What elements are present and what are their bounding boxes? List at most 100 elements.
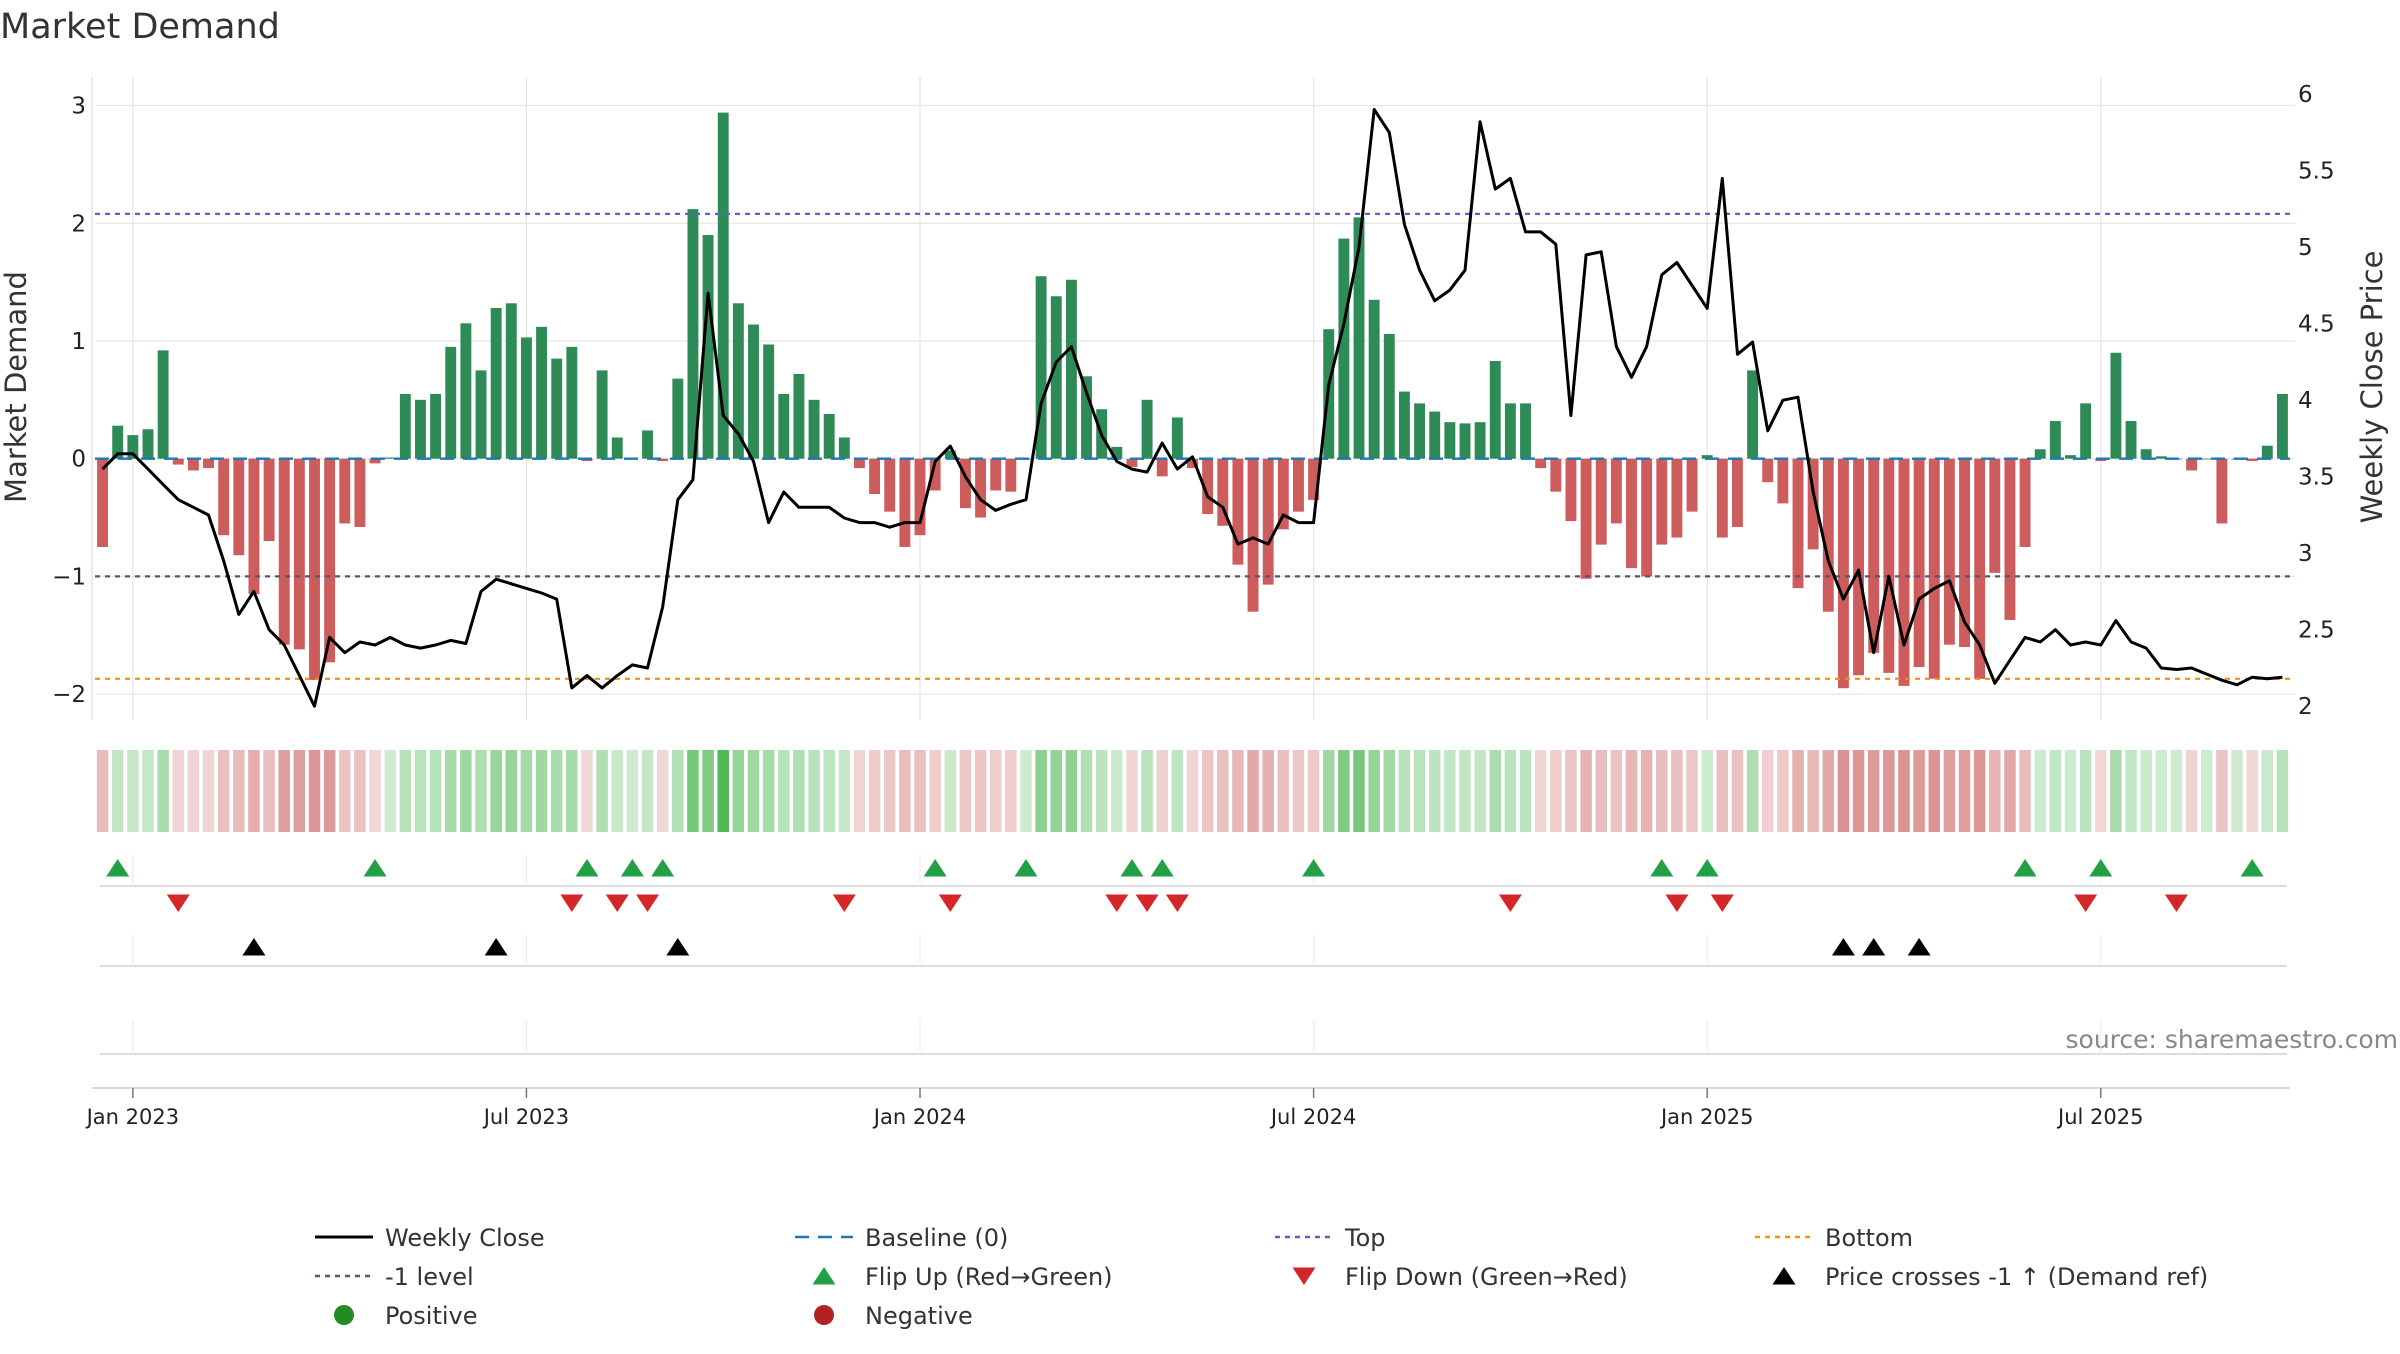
- demand-bar: [1398, 391, 1410, 459]
- flip-up-marker: [1650, 859, 1674, 877]
- demand-bar: [172, 458, 184, 465]
- heat-cell: [747, 750, 760, 832]
- chart-title: Market Demand: [0, 7, 280, 47]
- demand-bar: [1959, 458, 1970, 648]
- demand-bar: [642, 430, 653, 459]
- heat-cell: [929, 750, 941, 832]
- y-right-tick-label: 3.5: [2298, 465, 2335, 491]
- demand-bar: [2049, 421, 2061, 459]
- heat-cell: [2170, 750, 2183, 832]
- flip-up-marker: [1150, 859, 1174, 877]
- demand-bar: [2140, 449, 2152, 459]
- heat-cell: [96, 750, 109, 832]
- weekly-close-line: [101, 108, 2283, 708]
- demand-bar: [566, 346, 578, 459]
- heat-cell: [444, 750, 457, 832]
- heat-cell: [535, 750, 548, 832]
- heat-cell: [1640, 750, 1653, 832]
- demand-bar: [1928, 458, 1940, 679]
- heat-cell: [1186, 750, 1199, 832]
- heat-cell: [944, 750, 957, 832]
- flip-down-marker: [166, 894, 190, 912]
- demand-bar: [2125, 421, 2137, 459]
- demand-bar: [793, 373, 805, 459]
- demand-bar: [2034, 449, 2046, 459]
- demand-bar: [203, 458, 214, 469]
- heat-cell: [429, 750, 442, 832]
- legend-label-top: Top: [1344, 1224, 1386, 1252]
- heat-cell: [1262, 750, 1274, 832]
- demand-bar: [430, 393, 442, 459]
- demand-bar: [702, 235, 714, 459]
- heat-cell: [1716, 750, 1729, 832]
- flip-down-marker: [938, 894, 962, 912]
- flip-up-marker: [363, 859, 387, 877]
- demand-bar: [1247, 458, 1259, 612]
- demand-bar: [1626, 458, 1637, 569]
- demand-bar: [1005, 458, 1017, 492]
- heat-cell: [293, 750, 306, 832]
- heat-cell: [1731, 750, 1744, 832]
- heat-cell: [1020, 750, 1032, 832]
- heat-cell: [1368, 750, 1380, 832]
- heat-cell: [1338, 750, 1350, 832]
- heat-cell: [611, 750, 624, 832]
- demand-bar: [218, 458, 230, 536]
- heat-cell: [974, 750, 987, 832]
- demand-bar: [1429, 411, 1441, 459]
- heat-cell: [475, 750, 487, 832]
- demand-bar: [1883, 458, 1895, 673]
- heat-cell: [157, 750, 169, 832]
- legend-label-minus1: -1 level: [385, 1263, 474, 1291]
- heat-cell: [702, 750, 714, 832]
- heat-cell: [1761, 750, 1774, 832]
- demand-bar: [2216, 458, 2228, 524]
- demand-bar: [1035, 276, 1047, 459]
- heat-cell: [2064, 750, 2077, 832]
- legend-label-positive: Positive: [385, 1302, 478, 1330]
- demand-bar: [1580, 458, 1592, 579]
- demand-bar: [899, 458, 911, 547]
- heat-cell: [1322, 750, 1335, 832]
- legend-symbol-negative: [814, 1305, 834, 1325]
- demand-bar: [1656, 458, 1668, 545]
- event-markers: [100, 855, 2287, 1056]
- demand-bar: [1308, 458, 1320, 500]
- price-cross-marker: [666, 938, 690, 956]
- heat-cell: [687, 750, 699, 832]
- demand-bar: [97, 458, 109, 547]
- demand-bar: [596, 370, 608, 459]
- legend-label-flip-down: Flip Down (Green→Red): [1345, 1263, 1628, 1291]
- flip-up-marker: [1120, 859, 1144, 877]
- heat-cell: [142, 750, 154, 832]
- demand-bar: [1853, 458, 1865, 676]
- heat-cell: [1459, 750, 1471, 832]
- heat-cell: [233, 750, 245, 832]
- heat-cell: [2246, 750, 2258, 832]
- demand-bar: [415, 399, 426, 459]
- demand-bar: [1141, 399, 1153, 459]
- flip-down-marker: [832, 894, 856, 912]
- heat-cell: [1807, 750, 1819, 832]
- heat-cell: [1383, 750, 1396, 832]
- heat-cell: [1746, 750, 1759, 832]
- heat-cell: [1398, 750, 1411, 832]
- demand-bar: [1459, 423, 1471, 459]
- y-left-tick-label: 0: [71, 447, 86, 473]
- heat-cell: [1534, 750, 1547, 832]
- y-right-tick-label: 4: [2298, 388, 2313, 414]
- heat-cell: [1792, 750, 1804, 832]
- heat-cell: [2231, 750, 2243, 832]
- heat-cell: [2185, 750, 2198, 832]
- legend-label-negative: Negative: [865, 1302, 973, 1330]
- demand-bar: [536, 326, 548, 459]
- flip-up-marker: [2240, 859, 2264, 877]
- demand-bar: [233, 458, 245, 556]
- demand-bar: [2080, 403, 2092, 459]
- demand-bar: [838, 437, 850, 459]
- y-right-tick-label: 4.5: [2298, 312, 2335, 338]
- heat-cell: [1504, 750, 1517, 832]
- demand-bar: [1595, 458, 1607, 545]
- heat-cell: [384, 750, 396, 832]
- demand-bar: [2186, 458, 2198, 471]
